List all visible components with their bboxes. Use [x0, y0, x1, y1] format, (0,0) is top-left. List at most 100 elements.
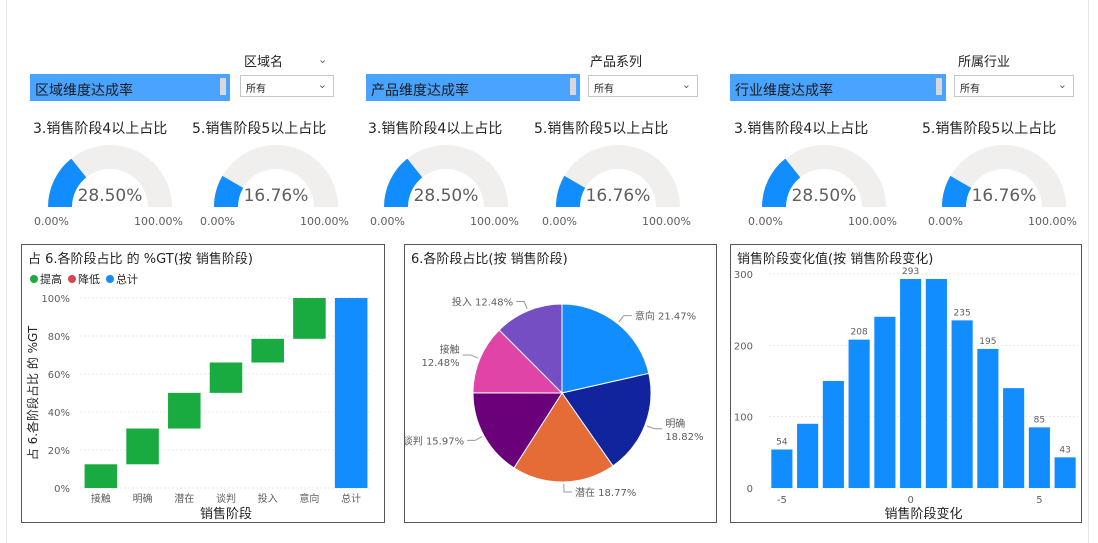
pie-label: 意向 21.47% — [635, 310, 696, 323]
gauge-min-label: 0.00% — [928, 215, 963, 228]
x-tick-label: 潜在 — [174, 492, 194, 505]
waterfall-bar[interactable] — [334, 298, 368, 488]
x-axis-label: 销售阶段变化 — [884, 506, 962, 522]
pie-slice[interactable] — [498, 303, 563, 395]
pie-slice[interactable] — [472, 392, 563, 469]
legend-marker — [30, 275, 38, 283]
gauge-title: 3.销售阶段4以上占比 — [33, 121, 168, 137]
slicer-product-dropdown[interactable]: 所有 ⌄ — [588, 75, 698, 97]
y-axis-label: 占 6.各阶段占比 的 %GT — [25, 325, 40, 460]
gauge-title: 5.销售阶段5以上占比 — [534, 121, 669, 137]
gauge-chart: 16.76% — [942, 145, 1066, 207]
gauge-chart: 16.76% — [556, 145, 680, 207]
gauge-fill — [214, 175, 244, 207]
gauge-min-label: 0.00% — [370, 215, 405, 228]
pie-slice[interactable] — [513, 392, 614, 483]
gauge-max-label: 100.00% — [470, 215, 519, 228]
y-tick-label: 20% — [48, 446, 70, 457]
gauge-fill — [48, 158, 87, 207]
banner-handle — [936, 78, 942, 95]
waterfall-chart: 提高 降低 总计0%20%40%60%80%100%接触 明确 潜在 谈判 投入 意向 总计销售… — [25, 272, 372, 522]
pie-value-label: 12.48% — [475, 298, 513, 309]
y-tick-label: 40% — [48, 408, 70, 419]
chevron-down-icon: ⌄ — [681, 78, 691, 91]
pie-leader-line — [462, 354, 479, 359]
waterfall-bar[interactable] — [126, 428, 159, 465]
gauge-chart: 16.76% — [214, 145, 338, 207]
gauge-max-label: 100.00% — [642, 215, 691, 228]
slicer-region-dropdown[interactable]: 所有 ⌄ — [240, 75, 334, 97]
gauge-fill — [942, 175, 972, 207]
column-bar[interactable] — [951, 320, 973, 488]
pie-label: 投入 12.48% — [452, 296, 513, 309]
data-label: 208 — [851, 328, 868, 338]
column-bar[interactable] — [848, 339, 870, 488]
data-label: 43 — [1059, 445, 1070, 455]
gauge-title: 5.销售阶段5以上占比 — [192, 121, 327, 137]
pie-label-name: 意向 — [635, 310, 658, 323]
waterfall-bar[interactable] — [209, 362, 243, 393]
pie-label: 谈判 15.97% — [405, 434, 464, 447]
gauge-max-label: 100.00% — [134, 215, 183, 228]
gauge-min-label: 0.00% — [542, 215, 577, 228]
waterfall-bar[interactable] — [168, 392, 201, 429]
column-bar[interactable] — [1028, 427, 1050, 488]
waterfall-panel: 占 6.各阶段占比 的 %GT(按 销售阶段) 提高 降低 总计 0% 20% 40% 60… — [21, 244, 385, 523]
column-bar[interactable] — [771, 449, 793, 488]
pie-label: 明确 — [665, 417, 685, 430]
x-tick-label: 总计 — [341, 492, 361, 505]
x-tick-label: 5 — [1036, 495, 1042, 506]
waterfall-bar[interactable] — [293, 298, 326, 339]
x-tick-label: 意向 — [299, 492, 319, 505]
waterfall-title: 占 6.各阶段占比 的 %GT(按 销售阶段) — [28, 252, 253, 267]
column-bar[interactable] — [1003, 388, 1025, 488]
pie-label-name: 谈判 — [405, 434, 426, 447]
gauge-track — [384, 145, 508, 207]
pie-leader-line — [563, 483, 572, 493]
banner-product-text: 产品维度达成率 — [371, 83, 469, 99]
gauge-value: 16.76% — [972, 186, 1037, 206]
gauge-fill — [556, 175, 586, 207]
column-bar[interactable] — [797, 423, 819, 488]
gauge-value: 28.50% — [414, 186, 479, 206]
pie-panel: 6.各阶段占比(按 销售阶段) 意向 21.47% 明确 18.82% 潜在 18.7… — [404, 244, 717, 523]
legend-marker — [68, 275, 76, 283]
pie-slice[interactable] — [561, 372, 652, 467]
y-tick-label: 200 — [734, 341, 753, 352]
x-tick-label: 接触 — [91, 492, 111, 505]
data-label: 235 — [954, 308, 971, 318]
slicer-product-value: 所有 — [594, 84, 614, 95]
pie-leader-line — [516, 301, 528, 310]
gauge-max-label: 100.00% — [848, 215, 897, 228]
column-bar[interactable] — [1054, 457, 1076, 488]
left-border — [6, 0, 7, 543]
pie-label: 潜在 18.77% — [575, 486, 636, 499]
pie-value-label: 18.77% — [598, 488, 636, 499]
waterfall-bar[interactable] — [251, 338, 284, 363]
legend-label: 总计 — [116, 272, 138, 286]
x-tick-label: 投入 — [258, 492, 278, 505]
column-bar[interactable] — [874, 316, 896, 488]
pie-leader-line — [467, 436, 483, 441]
x-tick-label: 明确 — [133, 492, 153, 505]
pie-leader-line — [618, 315, 632, 323]
legend-marker — [106, 275, 114, 283]
data-label: 85 — [1034, 415, 1045, 425]
column-bar[interactable] — [925, 278, 947, 488]
slicer-region-chevron-icon[interactable]: ⌄ — [318, 53, 328, 66]
banner-region-text: 区域维度达成率 — [35, 83, 133, 99]
column-bar[interactable] — [822, 381, 844, 488]
pie-label: 接触 — [440, 343, 460, 356]
column-bar[interactable] — [977, 348, 999, 488]
pie-slice[interactable] — [472, 329, 564, 394]
y-tick-label: 300 — [734, 270, 753, 281]
waterfall-bar[interactable] — [84, 464, 118, 488]
y-tick-label: 100 — [734, 413, 753, 424]
slicer-industry-dropdown[interactable]: 所有 ⌄ — [954, 75, 1074, 97]
data-label: 293 — [902, 267, 919, 277]
pie-slice[interactable] — [561, 303, 650, 394]
chevron-down-icon: ⌄ — [317, 78, 327, 91]
right-border — [1088, 0, 1089, 543]
column-panel: 销售阶段变化值(按 销售阶段变化) 0 100 200 300 54 208 293 235 1… — [730, 244, 1082, 523]
column-bar[interactable] — [900, 278, 922, 488]
